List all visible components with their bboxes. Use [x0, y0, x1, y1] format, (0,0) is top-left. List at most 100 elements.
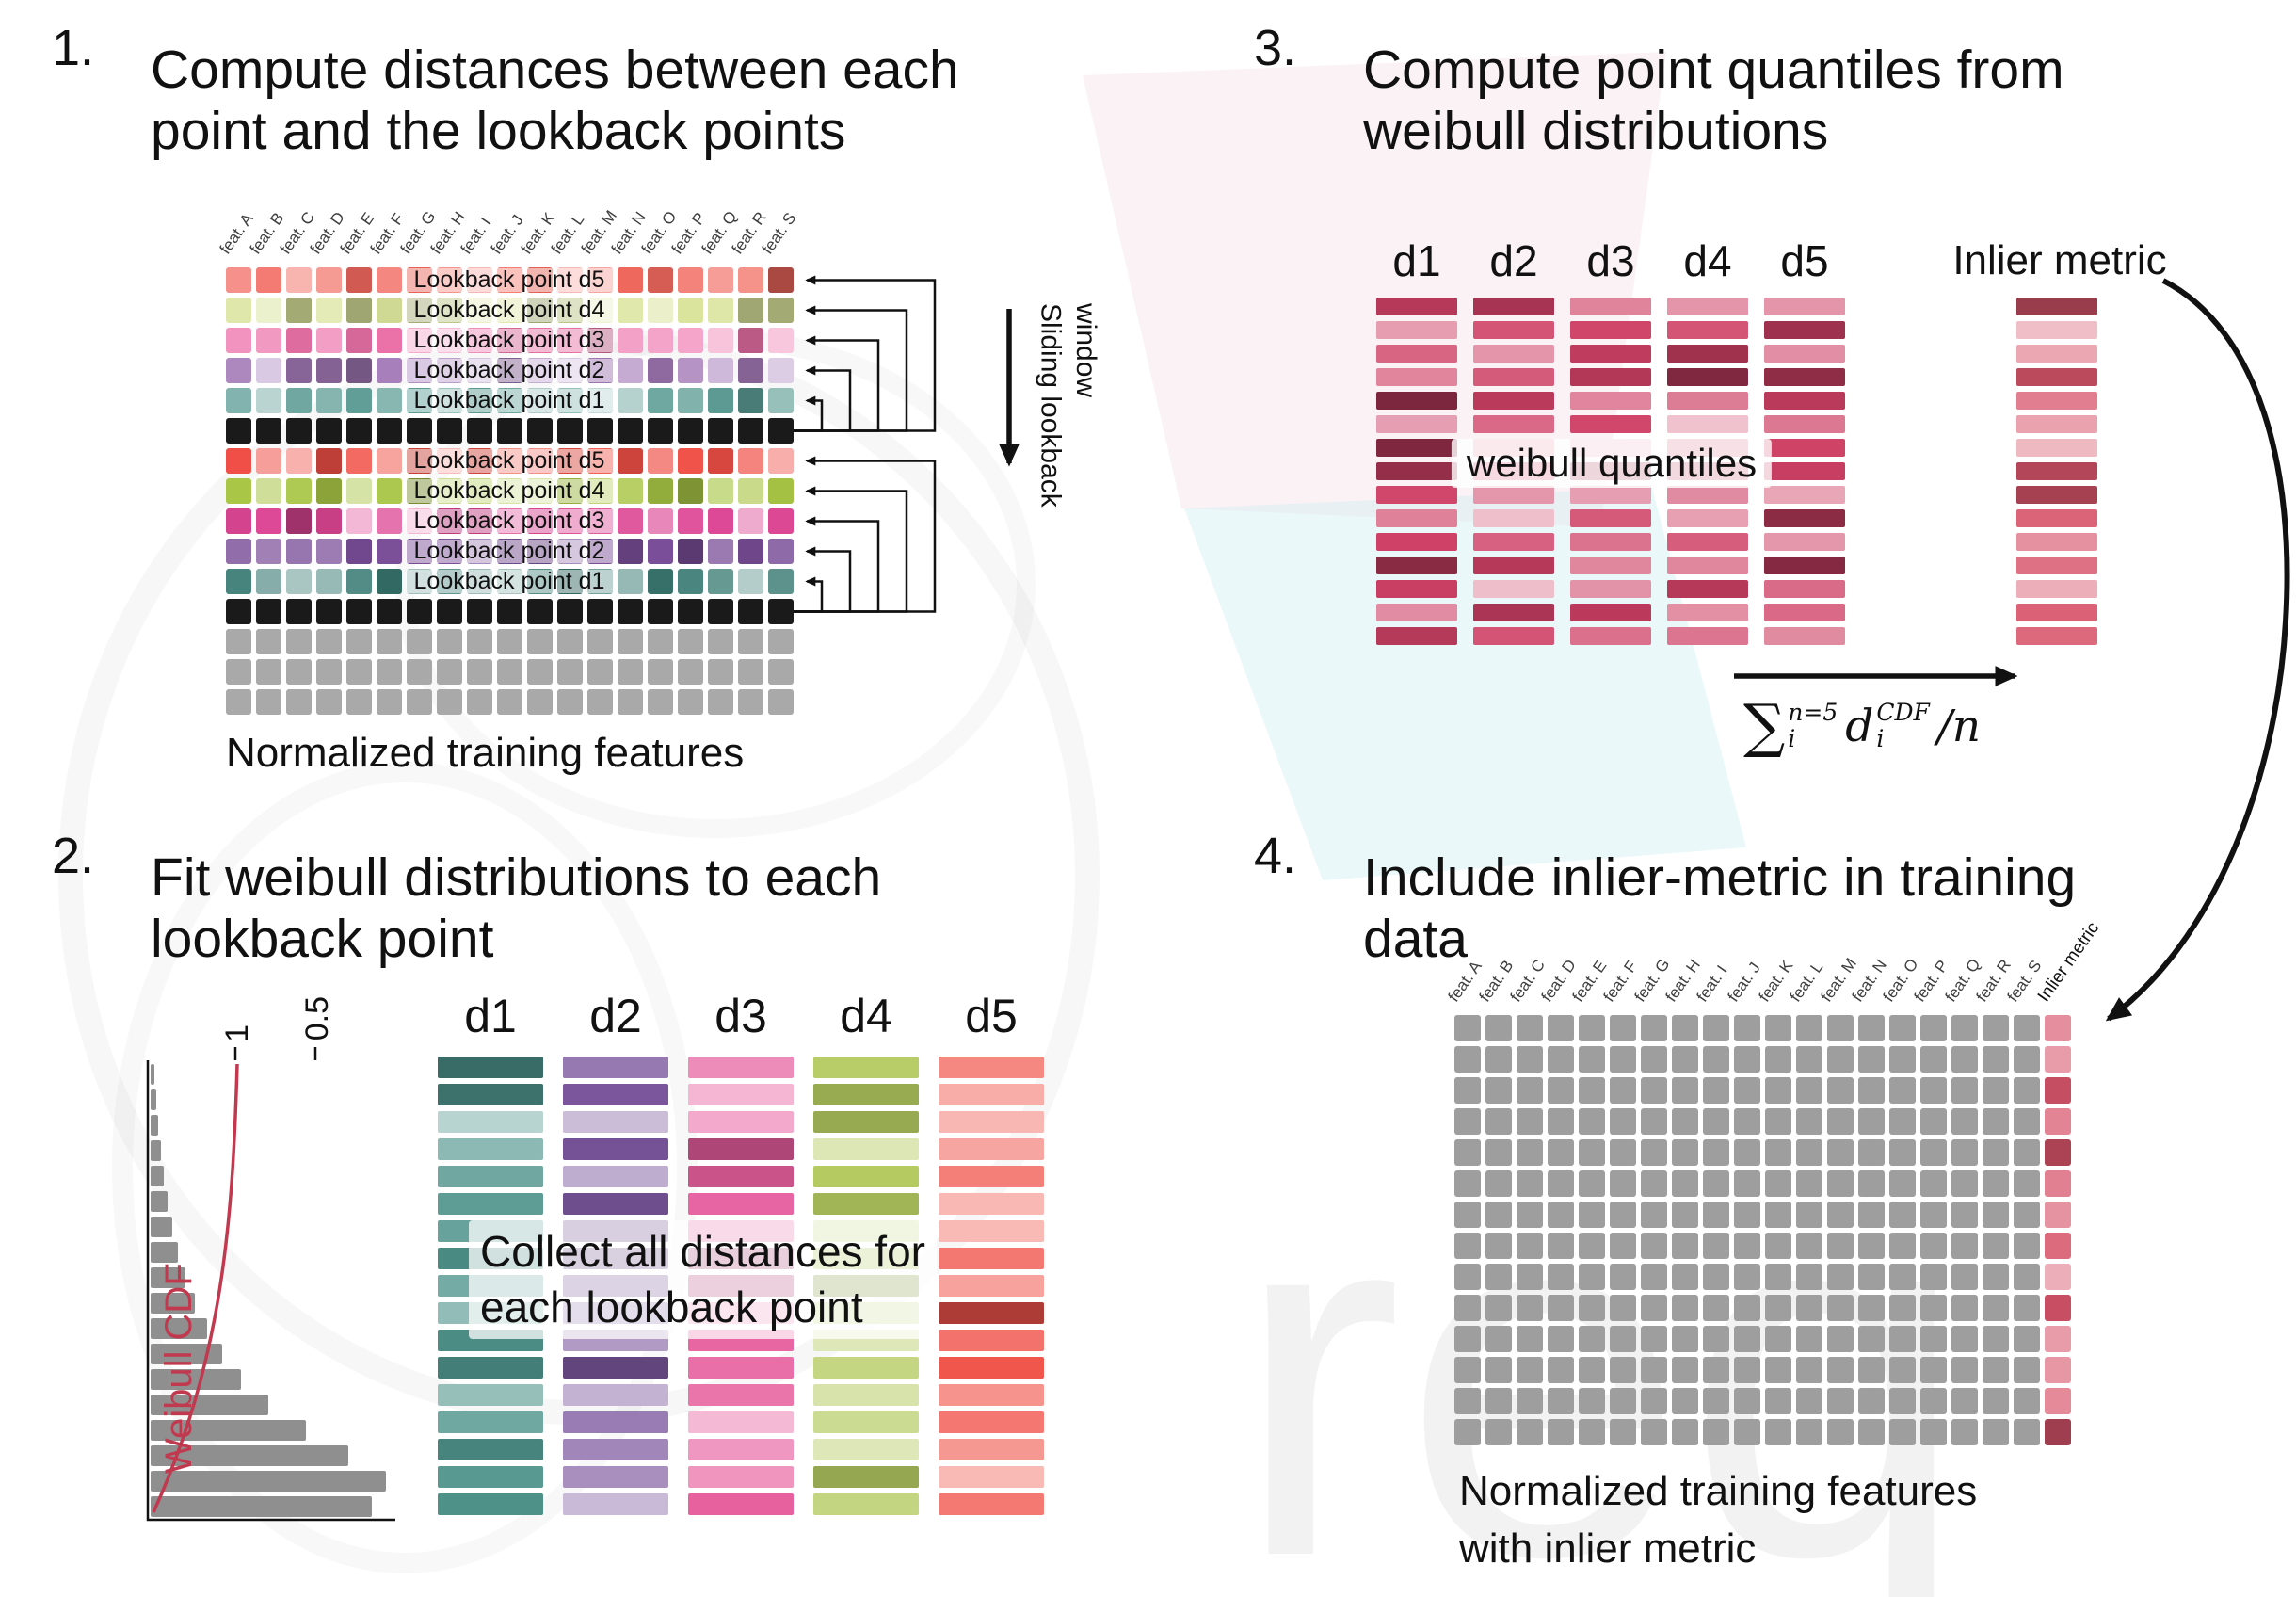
distance-column-label: d3 — [714, 990, 767, 1042]
quantile-bar — [1570, 557, 1651, 574]
feature-cell — [1703, 1077, 1729, 1104]
quantile-bar — [1376, 345, 1457, 363]
quantile-bar — [1764, 533, 1845, 551]
feature-cell — [2014, 1046, 2040, 1073]
feature-cell — [768, 448, 794, 474]
feature-cell — [316, 508, 342, 534]
feature-cell — [1983, 1202, 2009, 1228]
quantile-bar — [1376, 368, 1457, 386]
feature-cell — [527, 418, 553, 444]
feature-cell — [557, 629, 583, 654]
feature-cell — [1454, 1388, 1481, 1414]
feature-cell — [2045, 1264, 2071, 1290]
distance-bar — [563, 1138, 668, 1160]
feature-cell — [618, 418, 643, 444]
feature-cell — [407, 689, 432, 715]
quantile-bar — [1667, 345, 1748, 363]
lookback-row-label: Lookback point d3 — [405, 329, 614, 352]
feature-cell — [1579, 1295, 1605, 1321]
feature-cell — [316, 478, 342, 504]
feature-cell — [1485, 1326, 1512, 1352]
feature-cell — [1579, 1015, 1605, 1041]
feature-cell — [738, 267, 763, 293]
feature-cell — [1672, 1388, 1698, 1414]
histogram-bar — [151, 1064, 154, 1085]
distance-bar — [563, 1384, 668, 1406]
feature-cell — [346, 418, 372, 444]
inlier-metric-bar — [2016, 462, 2097, 480]
feature-cell — [678, 689, 703, 715]
inlier-metric-bar — [2016, 533, 2097, 551]
feature-cell — [648, 599, 673, 624]
feature-cell — [226, 599, 251, 624]
quantile-bar — [1570, 580, 1651, 598]
feature-cell — [2014, 1015, 2040, 1041]
feature-cell — [1641, 1388, 1667, 1414]
feature-cell — [377, 539, 402, 564]
inlier-metric-bar — [2016, 298, 2097, 315]
feature-cell — [377, 418, 402, 444]
distance-bar — [688, 1111, 794, 1133]
collect-distances-note: Collect all distances for each lookback … — [469, 1220, 937, 1339]
feature-cell — [648, 539, 673, 564]
feature-cell — [1610, 1388, 1636, 1414]
feature-cell — [497, 599, 522, 624]
quantile-column-label: d2 — [1489, 236, 1538, 285]
feature-cell — [346, 448, 372, 474]
lookback-row-label: Lookback point d3 — [405, 509, 614, 533]
feature-cell — [1983, 1108, 2009, 1135]
collect-distances-note-line2: each lookback point — [480, 1282, 863, 1331]
feature-cell — [1796, 1326, 1822, 1352]
feature-cell — [1951, 1295, 1978, 1321]
feature-cell — [618, 659, 643, 685]
feature-cell — [1610, 1419, 1636, 1445]
feature-cell — [768, 689, 794, 715]
feature-cell — [1734, 1046, 1760, 1073]
feature-cell — [708, 478, 733, 504]
feature-cell — [497, 629, 522, 654]
feature-cell — [1889, 1108, 1916, 1135]
distance-variable: d — [1845, 700, 1874, 752]
feature-cell — [1517, 1139, 1543, 1166]
feature-cell — [1485, 1015, 1512, 1041]
feature-cell — [226, 298, 251, 323]
inlier-metric-label: Inlier metric — [1952, 237, 2167, 283]
feature-cell — [1734, 1357, 1760, 1383]
quantile-bar — [1473, 392, 1554, 410]
distance-bar — [939, 1248, 1044, 1269]
distance-bar — [438, 1439, 543, 1460]
sum-superscript: n=5 — [1788, 699, 1838, 726]
feature-cell — [1734, 1139, 1760, 1166]
feature-cell — [1983, 1264, 2009, 1290]
feature-cell — [377, 267, 402, 293]
feature-cell — [1579, 1139, 1605, 1166]
quantile-bar — [1667, 627, 1748, 645]
feature-cell — [708, 659, 733, 685]
quantile-bar — [1376, 580, 1457, 598]
quantile-bar — [1667, 580, 1748, 598]
feature-cell — [1983, 1295, 2009, 1321]
feature-cell — [407, 659, 432, 685]
quantile-bar — [1570, 392, 1651, 410]
feature-cell — [2045, 1077, 2071, 1104]
feature-cell — [1517, 1015, 1543, 1041]
feature-cell — [226, 448, 251, 474]
feature-cell — [1920, 1108, 1947, 1135]
quantile-bar — [1667, 368, 1748, 386]
sum-symbol: ∑ — [1743, 691, 1786, 760]
feature-cell — [1796, 1170, 1822, 1197]
feature-cell — [1858, 1077, 1885, 1104]
feature-cell — [407, 599, 432, 624]
feature-cell — [2045, 1295, 2071, 1321]
quantile-bar — [1376, 439, 1457, 457]
feature-cell — [1858, 1015, 1885, 1041]
feature-cell — [738, 508, 763, 534]
quantile-bar — [1473, 580, 1554, 598]
feature-cell — [2014, 1170, 2040, 1197]
feature-cell — [1610, 1108, 1636, 1135]
feature-cell — [1827, 1170, 1854, 1197]
distance-bar — [939, 1275, 1044, 1297]
feature-cell — [1983, 1046, 2009, 1073]
feature-cell — [648, 388, 673, 413]
distance-bar — [813, 1057, 919, 1078]
